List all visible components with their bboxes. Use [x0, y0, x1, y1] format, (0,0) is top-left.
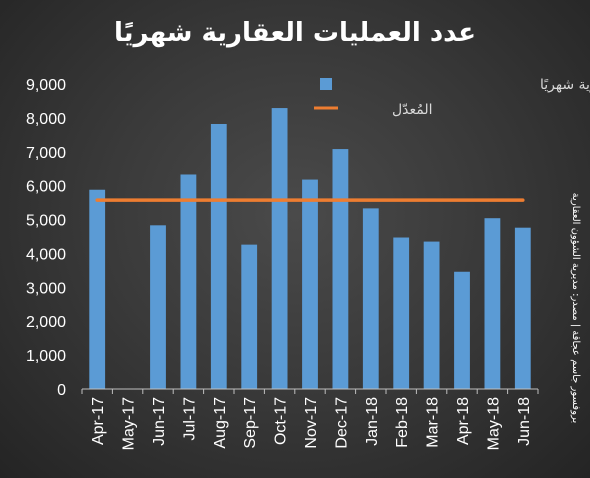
bar [241, 244, 258, 389]
bar [302, 179, 318, 389]
bar [271, 108, 288, 390]
x-tick-label: Dec-17 [333, 397, 350, 449]
y-tick-label: 3,000 [26, 280, 66, 297]
x-tick-label: May-17 [121, 397, 138, 450]
x-tick-label: Jul-17 [181, 397, 198, 441]
legend: عدد العمليات العقارية شهريًا المُعدّل [314, 77, 590, 118]
x-tick-label: May-18 [485, 397, 502, 450]
y-tick-label: 8,000 [26, 111, 66, 128]
bar [362, 208, 379, 389]
bar [89, 189, 106, 389]
bar [210, 123, 227, 389]
legend-line-label: المُعدّل [392, 102, 433, 118]
bar [484, 218, 501, 389]
bar [180, 174, 197, 389]
bar [393, 237, 410, 389]
bar [332, 149, 349, 389]
chart-title: عدد العمليات العقارية شهريًا [114, 18, 476, 48]
x-tick-label: Oct-17 [273, 397, 290, 445]
source-note: بروفسور جاسم عجاقة | مصدر: مديرية الشؤون… [570, 193, 581, 424]
y-tick-label: 2,000 [26, 314, 66, 331]
x-tick-label: Jun-18 [516, 397, 533, 446]
y-tick-label: 6,000 [26, 179, 66, 196]
y-tick-label: 5,000 [26, 213, 66, 230]
y-tick-label: 1,000 [26, 348, 66, 365]
y-tick-label: 0 [57, 382, 66, 399]
y-tick-label: 4,000 [26, 246, 66, 263]
x-tick-label: Aug-17 [212, 397, 229, 449]
bar [454, 271, 470, 389]
bar [514, 227, 531, 389]
legend-bar-label: عدد العمليات العقارية شهريًا [540, 77, 590, 93]
x-tick-label: Jan-18 [364, 397, 381, 446]
x-tick-label: Apr-17 [90, 397, 107, 445]
legend-bar-swatch [320, 78, 332, 90]
bar [150, 225, 166, 389]
x-tick-label: Apr-18 [455, 397, 472, 445]
y-tick-label: 7,000 [26, 145, 66, 162]
x-tick-label: Nov-17 [303, 397, 320, 449]
x-tick-label: Sep-17 [242, 397, 259, 449]
x-tick-label: Feb-18 [394, 397, 411, 448]
y-tick-label: 9,000 [26, 77, 66, 94]
bar [423, 241, 440, 389]
x-tick-label: Jun-17 [151, 397, 168, 446]
x-tick-label: Mar-18 [425, 397, 442, 448]
